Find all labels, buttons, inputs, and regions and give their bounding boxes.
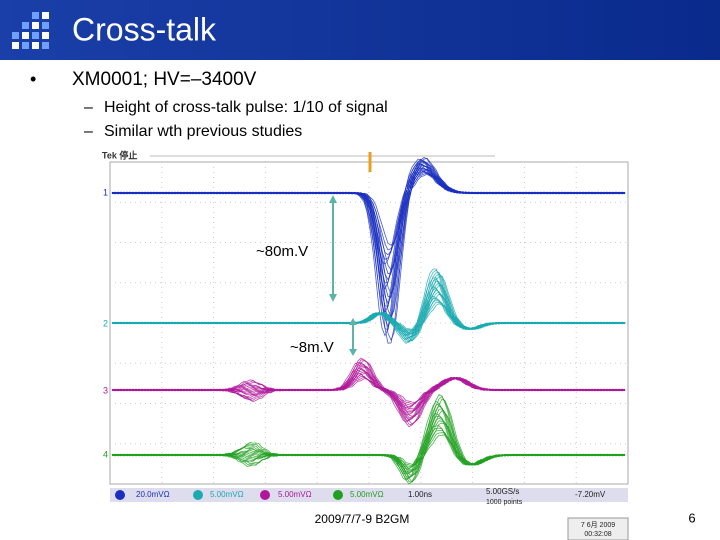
icon-square xyxy=(32,12,39,19)
sub-bullet: Similar wth previous studies xyxy=(104,123,302,140)
sub-bullet-marker: – xyxy=(84,99,93,116)
annotation: ~8m.V xyxy=(290,339,334,356)
bullet: XM0001; HV=–3400V xyxy=(72,69,257,90)
trace xyxy=(111,268,626,345)
scope-status: Tek 停止 xyxy=(102,149,137,160)
icon-square xyxy=(22,32,29,39)
icon-square xyxy=(32,42,39,49)
traces xyxy=(111,157,626,485)
icon-square xyxy=(42,22,49,29)
arrow-head xyxy=(329,195,337,203)
header-icon xyxy=(12,12,49,49)
channel-label: 3 xyxy=(103,385,108,395)
icon-square xyxy=(42,42,49,49)
timebase: 1.00ns xyxy=(408,490,432,499)
page-number: 6 xyxy=(688,510,695,525)
scale-label: 5.00mVΩ xyxy=(350,490,384,499)
icon-square xyxy=(42,32,49,39)
icon-square xyxy=(12,42,19,49)
ch-dot xyxy=(333,490,343,500)
icon-square xyxy=(32,22,39,29)
annotation: ~80m.V xyxy=(256,243,308,260)
footer: 2009/7/7-9 B2GM xyxy=(315,512,410,526)
ch-dot xyxy=(193,490,203,500)
scale-label: 5.00mVΩ xyxy=(278,490,312,499)
sub-bullet-marker: – xyxy=(84,123,93,140)
sample-rate: 5.00GS/s xyxy=(486,487,519,496)
ch-dot xyxy=(260,490,270,500)
arrow-head xyxy=(329,294,337,302)
scale-label: 5.00mVΩ xyxy=(210,490,244,499)
arrow-head xyxy=(349,349,357,356)
channel-label: 1 xyxy=(103,187,108,197)
channel-label: 4 xyxy=(103,449,108,459)
trigger-level: -7.20mV xyxy=(575,490,606,499)
icon-square xyxy=(12,32,19,39)
icon-square xyxy=(42,12,49,19)
scope-date: 7 6月 2009 xyxy=(581,521,615,529)
scope-time: 00:32:08 xyxy=(584,531,611,538)
icon-square xyxy=(32,32,39,39)
trace xyxy=(111,357,626,428)
scale-label: 20.0mVΩ xyxy=(136,490,170,499)
icon-square xyxy=(22,42,29,49)
ch-dot xyxy=(115,490,125,500)
date-box xyxy=(567,517,629,540)
icon-square xyxy=(22,22,29,29)
sub-bullet: Height of cross-talk pulse: 1/10 of sign… xyxy=(104,99,388,116)
scope-status-bar xyxy=(110,488,628,502)
bullet-marker: • xyxy=(30,69,36,89)
slide-title: Cross-talk xyxy=(72,11,217,47)
trace xyxy=(111,157,626,344)
trace xyxy=(111,393,626,485)
arrow-head xyxy=(349,318,357,325)
points: 1000 points xyxy=(486,499,523,506)
channel-label: 2 xyxy=(103,318,108,328)
header-band xyxy=(0,0,720,60)
scope: Tek 停止 1 2 3 4 20.0mVΩ 5.00mVΩ 5.00mVΩ 5… xyxy=(98,148,632,540)
